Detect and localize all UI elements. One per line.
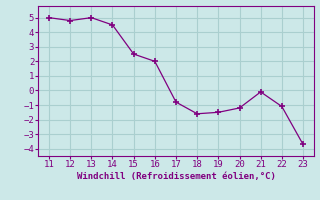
X-axis label: Windchill (Refroidissement éolien,°C): Windchill (Refroidissement éolien,°C): [76, 172, 276, 181]
